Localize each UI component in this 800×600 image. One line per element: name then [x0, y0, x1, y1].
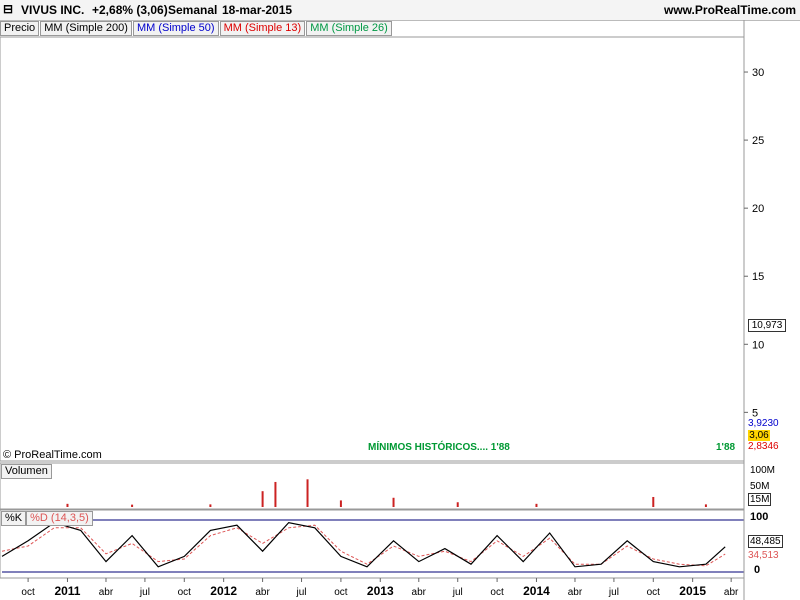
x-tick-label: jul — [452, 587, 463, 598]
symbol-label: VIVUS INC. — [21, 3, 85, 17]
volume-bar — [306, 479, 309, 507]
ma13-tag: 2,8346 — [748, 441, 779, 452]
support-annotation-right: 1'88 — [716, 442, 736, 453]
x-tick-label: 2015 — [679, 584, 706, 598]
volume-layer — [66, 479, 707, 507]
stoch-k-value: 48,485 — [748, 535, 783, 548]
stoch-k-line — [1, 521, 726, 568]
x-tick-label: abr — [99, 587, 114, 598]
vol-tick-100m: 100M — [750, 465, 776, 476]
volume-bar — [392, 497, 395, 507]
x-tick-label: 2014 — [523, 584, 550, 598]
support-annotation: MÍNIMOS HISTÓRICOS.... 1'88 — [368, 442, 510, 453]
ma200-tag: 10,973 — [748, 319, 786, 332]
vol-tick-50m: 50M — [750, 481, 770, 492]
legend-ma200[interactable]: MM (Simple 200) — [40, 21, 132, 36]
x-tick-label: oct — [490, 587, 504, 598]
volume-bar — [456, 502, 459, 507]
volume-panel-frame — [0, 462, 745, 510]
y-tick-label: 15 — [752, 271, 764, 283]
period-label: Semanal — [168, 3, 218, 17]
volume-panel-label[interactable]: Volumen — [1, 464, 52, 479]
y-tick-label: 25 — [752, 135, 764, 147]
volume-bar — [66, 503, 69, 507]
stoch-d-line — [1, 524, 726, 567]
x-tick-label: oct — [647, 587, 661, 598]
volume-bar — [535, 503, 538, 507]
volume-bar — [209, 504, 212, 507]
y-tick-label: 5 — [752, 407, 758, 419]
x-tick-label: abr — [568, 587, 583, 598]
expand-icon[interactable]: ⊟ — [3, 2, 14, 16]
y-tick-label: 30 — [752, 67, 764, 79]
date-label: 18-mar-2015 — [222, 3, 293, 17]
stoch-d-label[interactable]: %D (14,3,5) — [26, 511, 93, 526]
y-tick-label: 10 — [752, 339, 764, 351]
indicator-legend: Precio MM (Simple 200) MM (Simple 50) MM… — [0, 21, 393, 36]
x-tick-label: abr — [724, 587, 739, 598]
legend-price[interactable]: Precio — [0, 21, 40, 36]
x-tick-label: oct — [178, 587, 192, 598]
x-tick-label: jul — [608, 587, 619, 598]
axis-layer: 5 10 15 20 25 30 oct 2011 abr jul oct 2012 abr jul oct… — [0, 20, 764, 600]
stochastic-layer — [1, 519, 744, 573]
y-tick-label: 20 — [752, 203, 764, 215]
ma50-tag: 3,9230 — [748, 418, 779, 429]
volume-bar — [131, 504, 134, 507]
stoch-tick-100: 100 — [750, 511, 769, 523]
volume-bar — [704, 504, 707, 507]
x-tick-label: 2013 — [367, 584, 394, 598]
change-label: +2,68% (3,06) — [92, 3, 168, 17]
copyright: © ProRealTime.com — [3, 449, 102, 461]
stoch-k-label[interactable]: %K — [1, 511, 27, 526]
site-label: www.ProRealTime.com — [664, 3, 797, 17]
volume-bar — [652, 496, 655, 507]
x-tick-label: abr — [255, 587, 270, 598]
vol-tick-15m: 15M — [748, 493, 772, 506]
legend-ma13[interactable]: MM (Simple 13) — [219, 21, 306, 36]
x-tick-label: oct — [21, 587, 35, 598]
volume-bar — [261, 491, 264, 507]
last-price-tag: 3,06 — [748, 430, 770, 441]
price-panel-frame — [0, 36, 745, 462]
x-tick-label: abr — [412, 587, 427, 598]
title-bar: ⊟ VIVUS INC. +2,68% (3,06) Semanal 18-ma… — [0, 0, 800, 21]
x-tick-label: 2012 — [210, 584, 237, 598]
x-tick-label: jul — [139, 587, 150, 598]
x-tick-label: 2011 — [54, 584, 80, 598]
volume-bar — [274, 481, 277, 507]
stoch-tick-0: 0 — [754, 564, 761, 576]
x-tick-label: oct — [334, 587, 348, 598]
legend-ma26[interactable]: MM (Simple 26) — [306, 21, 392, 36]
x-tick-label: jul — [296, 587, 307, 598]
volume-bar — [339, 500, 342, 507]
stoch-panel-label: %K %D (14,3,5) — [1, 511, 93, 526]
stoch-d-value: 34,513 — [748, 550, 779, 561]
legend-ma50[interactable]: MM (Simple 50) — [132, 21, 219, 36]
